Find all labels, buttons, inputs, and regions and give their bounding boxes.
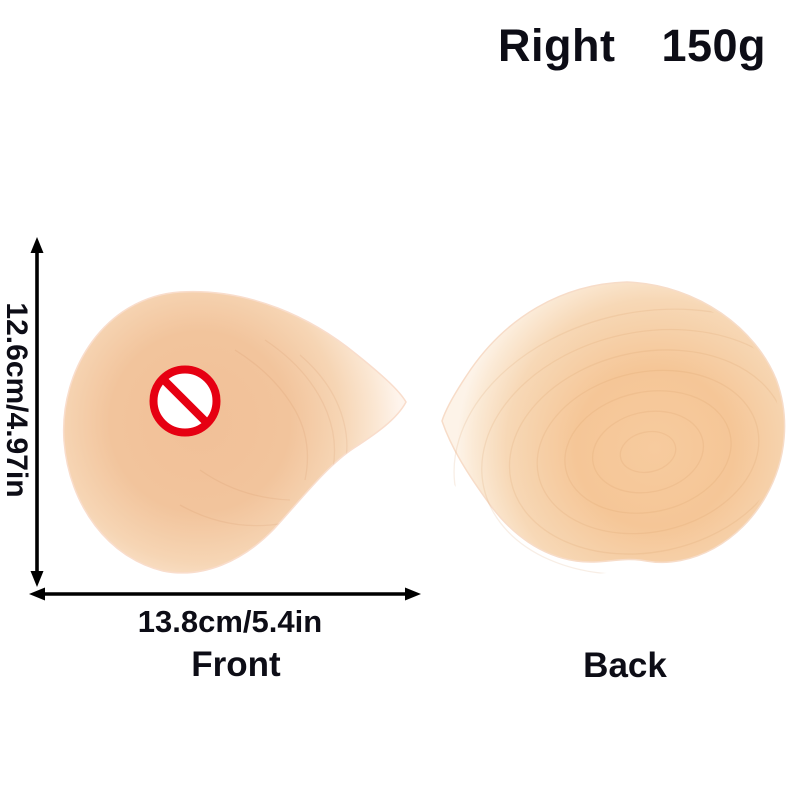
front-shape-image (62, 290, 407, 574)
height-dimension-arrow (30, 237, 44, 587)
front-view-label: Front (191, 645, 281, 684)
prohibition-icon (149, 365, 221, 437)
width-dimension-label: 13.8cm/5.4in (137, 604, 323, 639)
side-label: Right (498, 20, 616, 71)
height-dimension-label: 12.6cm/4.97in (0, 302, 33, 498)
weight-label: 150g (661, 20, 767, 71)
width-dimension-arrow (29, 587, 421, 601)
product-title: Right 150g (498, 20, 766, 72)
back-view-label: Back (583, 646, 667, 685)
back-shape-image (441, 281, 795, 590)
